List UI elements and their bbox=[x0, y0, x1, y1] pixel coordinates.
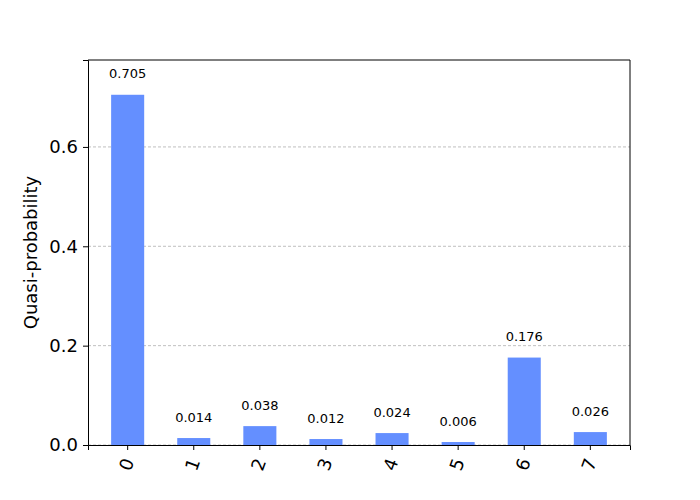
data-label: 0.012 bbox=[307, 411, 344, 426]
x-tick-label: 6 bbox=[511, 456, 535, 474]
y-tick-label: 0.0 bbox=[49, 434, 78, 455]
plot-area: 0.7050.0140.0380.0120.0240.0060.1760.026… bbox=[49, 60, 630, 473]
x-tick-label: 2 bbox=[247, 456, 271, 474]
data-label: 0.014 bbox=[175, 410, 212, 425]
bar bbox=[243, 426, 276, 445]
x-tick: 6 bbox=[511, 445, 535, 473]
x-tick: 4 bbox=[379, 445, 403, 473]
x-tick: 1 bbox=[181, 445, 205, 473]
x-tick: 7 bbox=[577, 445, 601, 473]
x-tick-label: 0 bbox=[114, 456, 138, 474]
x-tick-label: 3 bbox=[313, 456, 337, 474]
data-label: 0.038 bbox=[241, 398, 278, 413]
x-tick-mark bbox=[458, 445, 459, 450]
x-tick-mark bbox=[590, 445, 591, 450]
x-tick-label: 1 bbox=[181, 456, 205, 474]
frame-top bbox=[88, 60, 630, 61]
bar bbox=[574, 432, 607, 445]
grid-line bbox=[88, 146, 630, 147]
bar bbox=[508, 358, 541, 445]
y-tick: 0.0 bbox=[49, 434, 88, 455]
bar bbox=[376, 433, 409, 445]
data-labels: 0.705 0.014 0.038 0.012 0.024 0.006 0.176 0.026 bbox=[109, 66, 609, 428]
y-tick-mark bbox=[83, 445, 88, 446]
x-tick-mark bbox=[524, 445, 525, 450]
y-tick: 0.2 bbox=[49, 335, 88, 356]
y-tick-label: 0.4 bbox=[49, 236, 78, 257]
y-tick: 0.6 bbox=[49, 136, 88, 157]
bar bbox=[442, 442, 475, 445]
x-tick: 3 bbox=[313, 445, 337, 473]
y-tick: 0.4 bbox=[49, 236, 88, 257]
frame-right bbox=[630, 60, 631, 445]
data-label: 0.026 bbox=[572, 404, 609, 419]
y-axis: 0.0 0.2 0.4 0.6 bbox=[49, 61, 88, 456]
x-tick-mark bbox=[127, 445, 128, 450]
x-axis-line bbox=[89, 446, 631, 451]
y-axis-line bbox=[83, 61, 89, 446]
data-label: 0.024 bbox=[373, 405, 410, 420]
y-tick-label: 0.6 bbox=[49, 136, 78, 157]
grid-line bbox=[88, 246, 630, 247]
x-tick-mark bbox=[259, 445, 260, 450]
y-tick-mark bbox=[83, 346, 88, 347]
x-tick-label: 4 bbox=[379, 456, 403, 474]
bar bbox=[177, 438, 210, 445]
y-tick-mark bbox=[83, 246, 88, 247]
data-label: 0.006 bbox=[440, 414, 477, 429]
bar bbox=[111, 95, 144, 445]
x-axis: 0 1 2 3 4 5 6 7 bbox=[89, 445, 631, 473]
x-tick-mark bbox=[193, 445, 194, 450]
bar bbox=[309, 439, 342, 445]
y-tick-label: 0.2 bbox=[49, 335, 78, 356]
x-tick-label: 5 bbox=[445, 456, 469, 474]
x-tick-label: 7 bbox=[577, 456, 601, 474]
bars bbox=[111, 95, 607, 445]
y-tick-mark bbox=[83, 147, 88, 148]
data-label: 0.176 bbox=[506, 329, 543, 344]
x-tick: 2 bbox=[247, 445, 271, 473]
x-tick: 0 bbox=[114, 445, 138, 473]
x-tick-mark bbox=[392, 445, 393, 450]
chart: 0.7050.0140.0380.0120.0240.0060.1760.026… bbox=[0, 0, 700, 500]
x-tick-mark bbox=[325, 445, 326, 450]
data-label: 0.705 bbox=[109, 66, 146, 81]
grid bbox=[88, 147, 630, 445]
grid-line bbox=[88, 345, 630, 346]
y-axis-title: Quasi-probability bbox=[20, 175, 41, 329]
x-tick: 5 bbox=[445, 445, 469, 473]
